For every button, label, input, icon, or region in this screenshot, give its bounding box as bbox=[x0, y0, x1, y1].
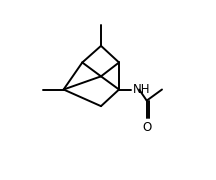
Text: O: O bbox=[142, 121, 151, 134]
Text: NH: NH bbox=[132, 83, 150, 96]
